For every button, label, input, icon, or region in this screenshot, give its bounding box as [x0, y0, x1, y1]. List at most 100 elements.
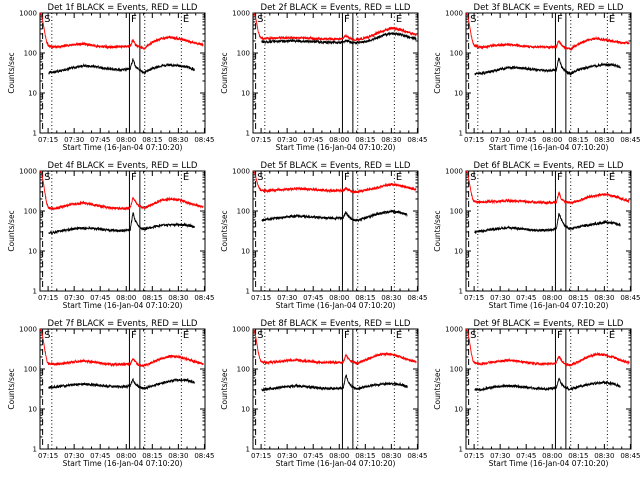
- x-tick-label: 07:45: [516, 136, 536, 144]
- x-tick-label: 07:45: [516, 452, 536, 460]
- x-tick-label: 08:00: [329, 294, 349, 302]
- panel-title: Det 6f BLACK = Events, RED = LLD: [474, 161, 624, 171]
- time-marker-label: F: [344, 14, 350, 25]
- time-marker-label: S: [44, 330, 50, 341]
- lld-rate-line: [465, 328, 630, 367]
- x-tick-label: 07:45: [303, 452, 323, 460]
- x-axis-label: Start Time (16-Jan-04 07:10:20): [489, 301, 609, 310]
- events-rate-line: [261, 374, 408, 392]
- x-tick-label: 08:30: [168, 452, 188, 460]
- plot-frame: [252, 170, 419, 292]
- time-marker-label: F: [557, 14, 563, 25]
- panel-title: Det 1f BLACK = Events, RED = LLD: [48, 3, 198, 13]
- x-tick-label: 07:30: [277, 294, 297, 302]
- y-axis-label: Counts/sec: [433, 52, 442, 93]
- plot-frame: [465, 170, 632, 292]
- time-marker-label: F: [557, 172, 563, 183]
- time-marker-label: F: [557, 330, 563, 341]
- x-tick-label: 08:45: [194, 452, 214, 460]
- time-marker-label: E: [396, 172, 402, 183]
- detector-panel: Det 8f BLACK = Events, RED = LLD 1 10 100 10…: [220, 319, 428, 468]
- y-tick-label: 1000: [232, 168, 250, 176]
- x-tick-label: 08:00: [542, 294, 562, 302]
- y-tick-label: 100: [24, 208, 37, 216]
- events-rate-line: [474, 377, 621, 392]
- y-tick-label: 1000: [445, 168, 463, 176]
- lld-rate-line: [252, 328, 417, 366]
- y-tick-label: 10: [241, 248, 250, 256]
- y-tick-label: 1: [246, 446, 250, 454]
- y-tick-label: 10: [241, 90, 250, 98]
- y-axis-label: Counts/sec: [7, 210, 16, 251]
- panel-title: Det 7f BLACK = Events, RED = LLD: [48, 319, 198, 329]
- y-tick-label: 10: [28, 406, 37, 414]
- y-tick-label: 1: [33, 446, 37, 454]
- x-tick-label: 08:15: [355, 294, 375, 302]
- x-tick-label: 08:30: [381, 294, 401, 302]
- y-axis-label: Counts/sec: [220, 210, 229, 251]
- x-tick-label: 08:30: [594, 136, 614, 144]
- y-tick-label: 1: [246, 130, 250, 138]
- time-marker-label: S: [470, 14, 476, 25]
- y-tick-label: 100: [24, 50, 37, 58]
- time-marker-label: S: [470, 172, 476, 183]
- x-tick-label: 08:00: [329, 452, 349, 460]
- time-marker-label: S: [257, 330, 263, 341]
- x-tick-label: 08:00: [116, 136, 136, 144]
- y-tick-label: 10: [454, 248, 463, 256]
- y-tick-label: 100: [450, 208, 463, 216]
- x-axis-label: Start Time (16-Jan-04 07:10:20): [63, 143, 183, 152]
- x-tick-label: 07:15: [38, 294, 58, 302]
- x-tick-label: 08:15: [142, 136, 162, 144]
- time-marker-label: E: [609, 330, 615, 341]
- x-tick-label: 08:15: [568, 452, 588, 460]
- x-tick-label: 08:45: [194, 294, 214, 302]
- events-rate-line: [474, 213, 621, 235]
- time-marker-label: E: [396, 330, 402, 341]
- plot-frame: [465, 328, 632, 450]
- lld-rate-line: [465, 170, 630, 206]
- x-tick-label: 07:45: [303, 136, 323, 144]
- y-tick-label: 1: [459, 446, 463, 454]
- detector-panel: Det 9f BLACK = Events, RED = LLD 1 10 100 10…: [433, 319, 640, 468]
- x-tick-label: 08:30: [168, 294, 188, 302]
- y-tick-label: 1000: [232, 326, 250, 334]
- y-tick-label: 1000: [232, 10, 250, 18]
- x-tick-label: 07:30: [490, 136, 510, 144]
- x-tick-label: 08:15: [142, 294, 162, 302]
- lld-rate-line: [465, 12, 630, 52]
- detector-panel: Det 7f BLACK = Events, RED = LLD 1 10 100 10…: [7, 319, 215, 468]
- y-tick-label: 10: [454, 406, 463, 414]
- panel-title: Det 3f BLACK = Events, RED = LLD: [474, 3, 624, 13]
- x-tick-label: 07:30: [277, 452, 297, 460]
- x-tick-label: 08:30: [381, 452, 401, 460]
- x-tick-label: 07:15: [251, 136, 271, 144]
- x-tick-label: 08:00: [116, 294, 136, 302]
- plot-frame: [39, 12, 206, 134]
- x-tick-label: 08:15: [355, 136, 375, 144]
- y-tick-label: 100: [237, 208, 250, 216]
- detector-panel: Det 4f BLACK = Events, RED = LLD 1 10 100 10…: [7, 161, 215, 310]
- y-tick-label: 10: [28, 90, 37, 98]
- x-tick-label: 07:45: [90, 452, 110, 460]
- x-tick-label: 08:30: [594, 452, 614, 460]
- time-marker-label: E: [396, 14, 402, 25]
- y-tick-label: 1000: [445, 10, 463, 18]
- detector-panel: Det 5f BLACK = Events, RED = LLD 1 10 100 10…: [220, 161, 428, 310]
- y-tick-label: 100: [450, 366, 463, 374]
- y-tick-label: 100: [237, 366, 250, 374]
- x-axis-label: Start Time (16-Jan-04 07:10:20): [276, 143, 396, 152]
- y-axis-label: Counts/sec: [7, 52, 16, 93]
- time-marker-label: S: [470, 330, 476, 341]
- y-tick-label: 100: [450, 50, 463, 58]
- time-marker-label: F: [131, 172, 137, 183]
- x-tick-label: 08:15: [142, 452, 162, 460]
- y-tick-label: 1000: [19, 326, 37, 334]
- x-tick-label: 08:45: [620, 452, 640, 460]
- detector-panel: Det 2f BLACK = Events, RED = LLD 1 10 100 10…: [220, 3, 428, 152]
- x-tick-label: 07:15: [464, 294, 484, 302]
- time-marker-label: E: [609, 14, 615, 25]
- x-tick-label: 08:15: [568, 136, 588, 144]
- x-tick-label: 07:15: [38, 452, 58, 460]
